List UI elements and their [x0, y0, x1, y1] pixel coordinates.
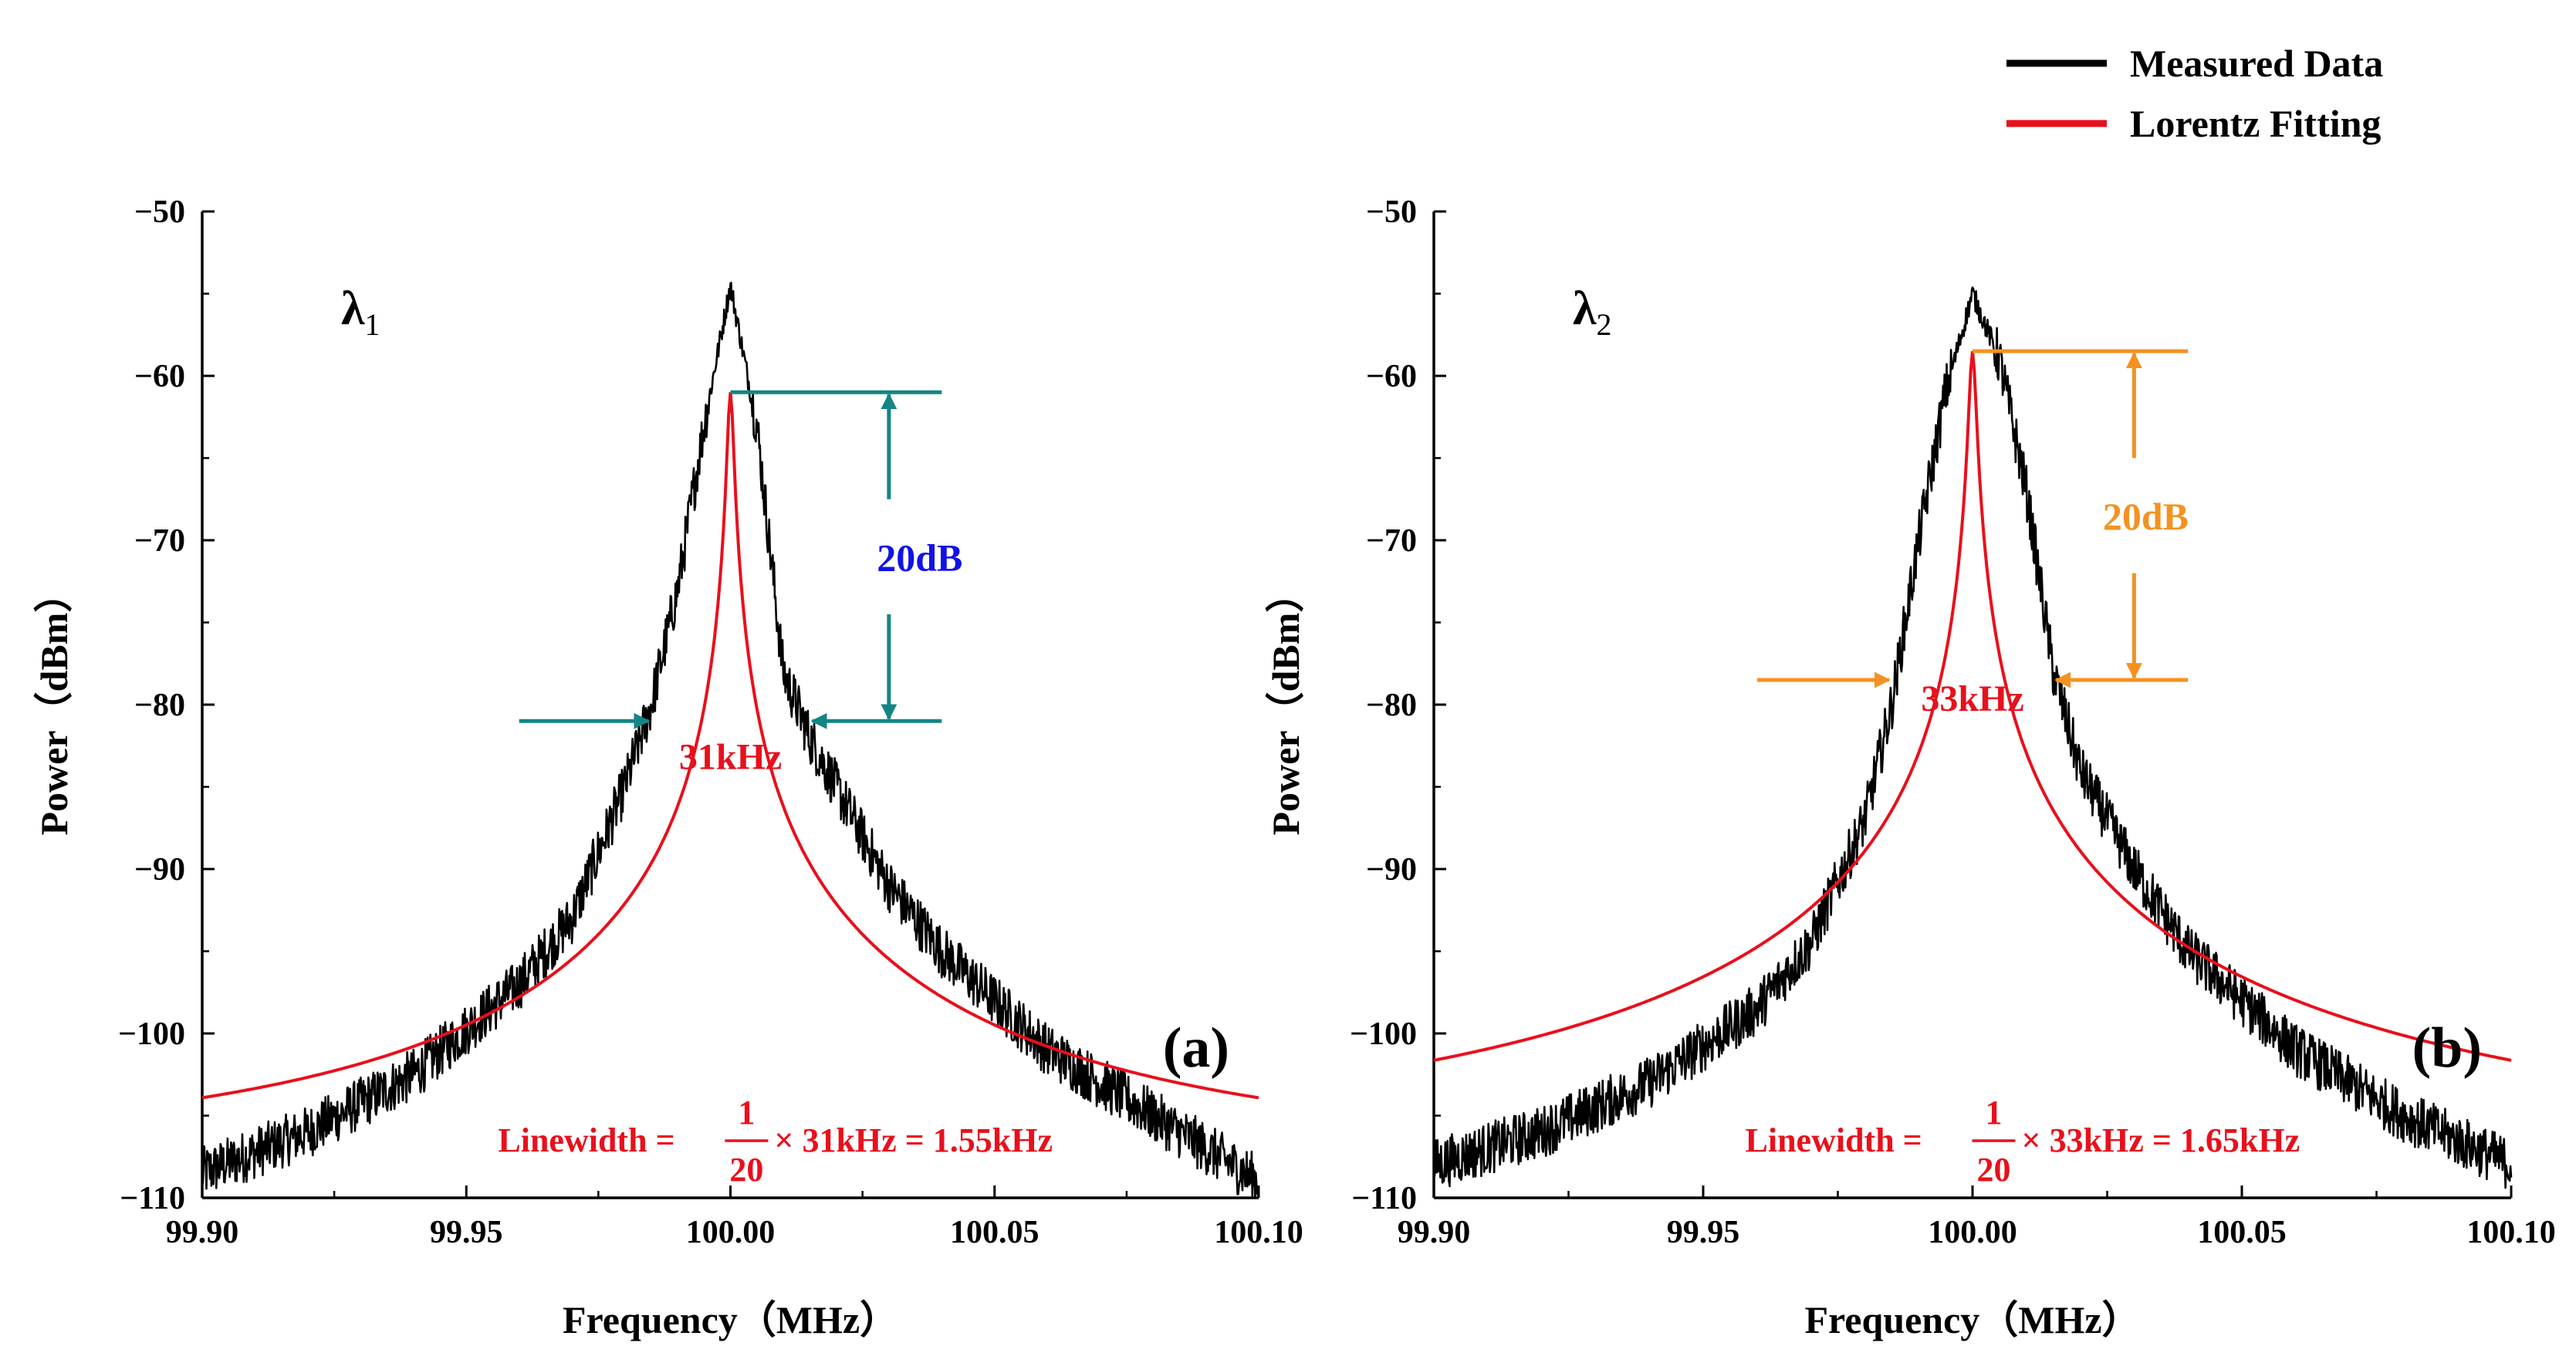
x-tick-label: 100.00	[1928, 1215, 2017, 1250]
formula-denominator: 20	[729, 1151, 763, 1189]
y-tick-label: −100	[1350, 1016, 1417, 1052]
linewidth-formula: Linewidth = 1 20 × 31kHz = 1.55kHz	[498, 1094, 1053, 1189]
formula-numerator: 1	[1986, 1094, 2003, 1131]
x-tick-label: 99.90	[1398, 1215, 1471, 1250]
x-axis-title: Frequency（MHz）	[1804, 1298, 2140, 1341]
measured-data-line	[1432, 286, 2513, 1189]
y-tick-label: −90	[134, 852, 185, 888]
db-label: 20dB	[877, 536, 962, 579]
wavelength-label: λ1	[341, 282, 380, 342]
formula-suffix: × 31kHz = 1.55kHz	[774, 1121, 1053, 1159]
x-tick-label: 99.95	[1667, 1215, 1740, 1250]
y-tick-label: −70	[134, 523, 185, 559]
formula-prefix: Linewidth =	[1746, 1121, 1922, 1159]
width-label: 31kHz	[679, 736, 782, 777]
legend-label-1: Lorentz Fitting	[2130, 102, 2381, 145]
wavelength-label: λ2	[1573, 282, 1611, 342]
panel-label: (a)	[1163, 1016, 1229, 1080]
y-tick-label: −100	[118, 1016, 185, 1052]
x-tick-label: 99.90	[166, 1215, 239, 1250]
x-tick-label: 99.95	[430, 1215, 503, 1250]
db-label: 20dB	[2103, 495, 2189, 538]
y-tick-label: −50	[134, 194, 185, 230]
formula-suffix: × 33kHz = 1.65kHz	[2022, 1121, 2300, 1159]
legend: Measured Data Lorentz Fitting	[2006, 42, 2383, 145]
y-tick-label: −80	[134, 688, 185, 723]
x-tick-label: 100.10	[2466, 1215, 2556, 1250]
y-axis-title: Power（dBm）	[1264, 574, 1307, 836]
x-tick-label: 100.05	[2197, 1215, 2287, 1250]
y-tick-label: −90	[1366, 852, 1417, 888]
linewidth-formula: Linewidth = 1 20 × 33kHz = 1.65kHz	[1746, 1094, 2300, 1189]
width-label: 33kHz	[1921, 678, 2023, 719]
formula-denominator: 20	[1977, 1151, 2011, 1189]
x-axis-title: Frequency（MHz）	[563, 1298, 898, 1341]
x-tick-label: 100.00	[686, 1215, 776, 1250]
y-axis-title: Power（dBm）	[32, 574, 76, 836]
x-tick-label: 100.10	[1214, 1215, 1303, 1250]
y-tick-label: −80	[1366, 688, 1417, 723]
measured-data-line	[201, 282, 1260, 1199]
y-tick-label: −70	[1366, 523, 1417, 559]
y-tick-label: −60	[1366, 359, 1417, 394]
y-tick-label: −50	[1366, 194, 1417, 230]
x-tick-label: 100.05	[950, 1215, 1040, 1250]
formula-numerator: 1	[738, 1094, 755, 1131]
panel-label: (b)	[2412, 1016, 2482, 1080]
y-tick-label: −60	[134, 359, 185, 394]
legend-label-0: Measured Data	[2130, 42, 2383, 85]
y-tick-label: −110	[1351, 1181, 1417, 1216]
y-tick-label: −110	[120, 1181, 185, 1216]
formula-prefix: Linewidth =	[498, 1121, 674, 1159]
